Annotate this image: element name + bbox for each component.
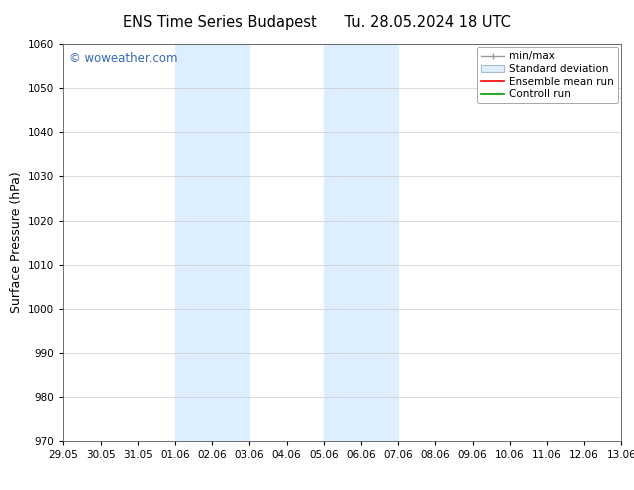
Text: © woweather.com: © woweather.com (69, 52, 178, 65)
Y-axis label: Surface Pressure (hPa): Surface Pressure (hPa) (10, 172, 23, 314)
Bar (175, 44, 249, 441)
Text: ENS Time Series Budapest      Tu. 28.05.2024 18 UTC: ENS Time Series Budapest Tu. 28.05.2024 … (123, 15, 511, 30)
Legend: min/max, Standard deviation, Ensemble mean run, Controll run: min/max, Standard deviation, Ensemble me… (477, 47, 618, 103)
Bar (324, 44, 398, 441)
